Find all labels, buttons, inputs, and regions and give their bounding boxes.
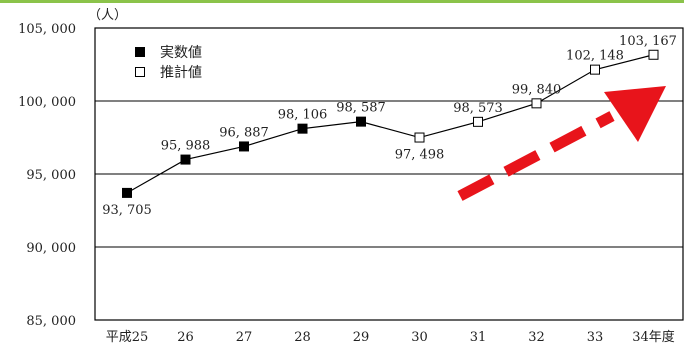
data-point-projected (648, 49, 659, 60)
data-point-actual (239, 141, 249, 152)
x-tick-label: 32 (528, 330, 545, 345)
x-tick-label: 30 (411, 330, 428, 345)
data-label: 103, 167 (619, 34, 677, 49)
y-tick-label: 90, 000 (26, 241, 76, 256)
y-tick-label: 100, 000 (18, 95, 76, 110)
y-axis-ticks: 105, 000 100, 000 95, 000 90, 000 85, 000 (18, 22, 76, 329)
trend-arrow-head-icon (604, 86, 666, 142)
legend-open-square-icon (135, 67, 145, 77)
data-label: 93, 705 (102, 203, 152, 218)
legend-label-actual: 実数値 (160, 45, 202, 61)
data-point-actual (180, 154, 191, 165)
data-label: 97, 498 (395, 148, 445, 163)
data-label: 98, 587 (336, 101, 386, 116)
data-label: 96, 887 (219, 125, 269, 140)
y-tick-label: 105, 000 (18, 22, 76, 37)
data-label: 99, 840 (512, 82, 562, 97)
trend-arrow-annotation (457, 86, 666, 201)
series-line-path (126, 54, 654, 194)
legend: 実数値 推計値 (135, 45, 202, 81)
x-tick-label: 27 (236, 330, 253, 345)
trend-arrow-shaft (457, 111, 615, 201)
data-label: 98, 106 (278, 108, 328, 123)
x-tick-label: 31 (470, 330, 487, 345)
x-tick-label: 28 (294, 330, 311, 345)
x-tick-label: 26 (177, 330, 194, 345)
top-border-line (0, 0, 684, 3)
x-tick-label: 29 (353, 330, 370, 345)
data-label: 98, 573 (453, 101, 503, 116)
data-point-actual (356, 116, 366, 127)
legend-filled-square-icon (135, 47, 145, 57)
series-line (122, 49, 659, 198)
data-point-projected (473, 116, 483, 127)
x-tick-label: 33 (587, 330, 604, 345)
data-point-actual (122, 187, 132, 198)
y-tick-label: 95, 000 (26, 168, 76, 183)
legend-label-projected: 推計値 (160, 65, 202, 81)
data-point-projected (414, 132, 425, 143)
y-unit-label: （人） (88, 8, 127, 23)
data-point-projected (531, 98, 542, 109)
x-tick-label: 34年度 (632, 329, 675, 345)
data-point-projected (590, 64, 600, 75)
x-tick-label: 平成25 (106, 330, 149, 345)
data-label: 102, 148 (566, 49, 624, 64)
grid-lines (95, 100, 683, 248)
data-label: 95, 988 (161, 139, 211, 154)
data-labels: 93, 705 95, 988 96, 887 98, 106 98, 587 97, 4… (102, 34, 677, 218)
data-point-actual (297, 123, 308, 134)
y-tick-label: 85, 000 (26, 314, 76, 329)
x-axis-ticks: 平成25 26 27 28 29 30 31 32 33 34年度 (106, 329, 675, 345)
